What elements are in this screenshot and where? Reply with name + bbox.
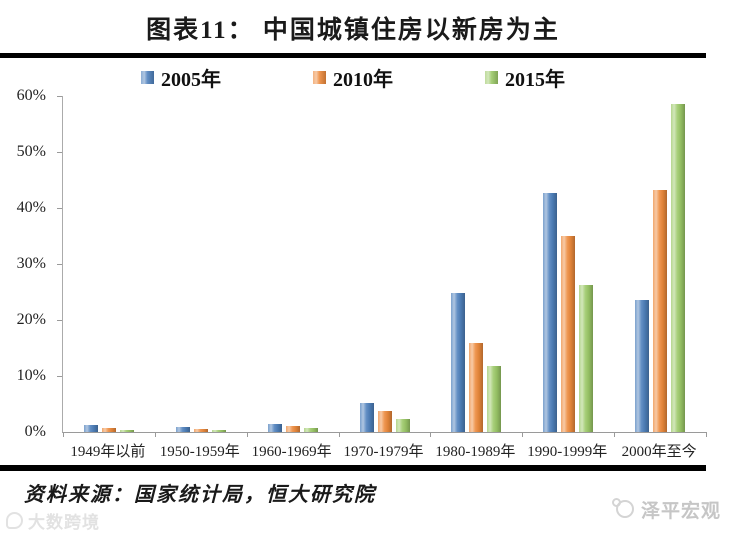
y-tick-mark bbox=[57, 320, 62, 321]
chart-title: 图表11： 中国城镇住房以新房为主 bbox=[146, 17, 560, 44]
x-tick-label: 2000年至今 bbox=[621, 444, 697, 460]
bar-2015年-1980-1989年 bbox=[487, 366, 502, 432]
bar-group-1990-1999年 bbox=[522, 96, 614, 432]
x-tick-mark bbox=[614, 432, 616, 437]
bar-group-1949年以前 bbox=[63, 96, 155, 432]
legend-label: 2015年 bbox=[505, 69, 565, 91]
legend-item-2015年: 2015年 bbox=[485, 63, 565, 92]
bar-2005年-1960-1969年 bbox=[267, 424, 282, 432]
plot-area bbox=[57, 96, 707, 437]
bar-2005年-1980-1989年 bbox=[451, 293, 466, 432]
bar-2005年-1990-1999年 bbox=[543, 193, 558, 432]
y-tick-label: 20% bbox=[16, 311, 46, 328]
x-tick-label: 1990-1999年 bbox=[527, 444, 608, 460]
bar-2005年-1949年以前 bbox=[83, 425, 98, 432]
x-tick-label: 1980-1989年 bbox=[435, 444, 516, 460]
legend-marker-icon bbox=[313, 71, 326, 84]
x-tick-mark bbox=[154, 432, 156, 437]
watermark-left-label: 大数跨境 bbox=[28, 513, 100, 532]
y-tick-mark bbox=[57, 96, 62, 97]
dashu-kuajing-logo-icon bbox=[6, 512, 23, 529]
legend-label: 2010年 bbox=[333, 69, 393, 91]
y-tick-mark bbox=[57, 376, 62, 377]
x-tick-label: 1950-1959年 bbox=[159, 444, 240, 460]
zeping-macro-logo-icon bbox=[612, 498, 635, 521]
x-tick-mark bbox=[430, 432, 432, 437]
bar-2015年-1950-1959年 bbox=[211, 430, 226, 432]
bar-2015年-1970-1979年 bbox=[395, 419, 410, 432]
bar-2010年-1980-1989年 bbox=[469, 343, 484, 432]
x-tick-label: 1970-1979年 bbox=[343, 444, 424, 460]
y-tick-label: 30% bbox=[16, 255, 46, 272]
y-tick-label: 50% bbox=[16, 143, 46, 160]
legend-marker-icon bbox=[485, 71, 498, 84]
x-tick-label: 1960-1969年 bbox=[251, 444, 332, 460]
legend-item-2010年: 2010年 bbox=[313, 63, 393, 92]
x-tick-mark bbox=[522, 432, 524, 437]
bar-group-1950-1959年 bbox=[155, 96, 247, 432]
y-tick-mark bbox=[57, 152, 62, 153]
x-tick-label: 1949年以前 bbox=[70, 444, 146, 460]
y-tick-mark bbox=[57, 264, 62, 265]
watermark-left: 大数跨境 bbox=[6, 508, 100, 533]
bar-2010年-1990-1999年 bbox=[561, 236, 576, 432]
bar-2015年-2000年至今 bbox=[671, 104, 686, 432]
bar-2015年-1960-1969年 bbox=[303, 428, 318, 432]
bottom-divider bbox=[0, 465, 706, 471]
bar-group-1980-1989年 bbox=[430, 96, 522, 432]
watermark-right: 泽平宏观 bbox=[612, 496, 721, 523]
bar-2015年-1949年以前 bbox=[119, 430, 134, 432]
x-tick-mark bbox=[338, 432, 340, 437]
bar-group-2000年至今 bbox=[614, 96, 706, 432]
bar-2010年-1970-1979年 bbox=[377, 411, 392, 432]
bar-group-1960-1969年 bbox=[247, 96, 339, 432]
x-axis-labels: 1949年以前 1950-1959年 1960-1969年 1970-1979年 198… bbox=[62, 440, 705, 461]
bar-2010年-1960-1969年 bbox=[285, 426, 300, 432]
x-tick-mark bbox=[63, 432, 64, 437]
y-tick-label: 40% bbox=[16, 199, 46, 216]
bar-2010年-1949年以前 bbox=[101, 428, 116, 432]
legend-label: 2005年 bbox=[161, 69, 221, 91]
source-note: 资料来源：国家统计局，恒大研究院 bbox=[24, 484, 376, 506]
bar-2010年-2000年至今 bbox=[653, 190, 668, 432]
y-tick-label: 60% bbox=[16, 87, 46, 104]
x-tick-mark bbox=[246, 432, 248, 437]
watermark-right-label: 泽平宏观 bbox=[641, 501, 722, 522]
y-tick-label: 0% bbox=[24, 423, 46, 440]
bar-2010年-1950-1959年 bbox=[193, 429, 208, 432]
bar-2005年-1950-1959年 bbox=[175, 427, 190, 432]
legend-item-2005年: 2005年 bbox=[141, 63, 221, 92]
legend: 2005年 2010年 2015年 bbox=[0, 63, 706, 92]
bar-2015年-1990-1999年 bbox=[579, 285, 594, 432]
bar-group-1970-1979年 bbox=[339, 96, 431, 432]
x-tick-mark bbox=[706, 432, 707, 437]
y-tick-mark bbox=[57, 208, 62, 209]
title-divider bbox=[0, 53, 706, 58]
bar-2005年-1970-1979年 bbox=[359, 403, 374, 432]
bar-groups bbox=[63, 96, 706, 432]
legend-marker-icon bbox=[141, 71, 154, 84]
y-tick-label: 10% bbox=[16, 367, 46, 384]
bar-2005年-2000年至今 bbox=[635, 300, 650, 432]
y-axis-labels: 0% 10% 20% 30% 40% 50% 60% bbox=[0, 87, 54, 440]
